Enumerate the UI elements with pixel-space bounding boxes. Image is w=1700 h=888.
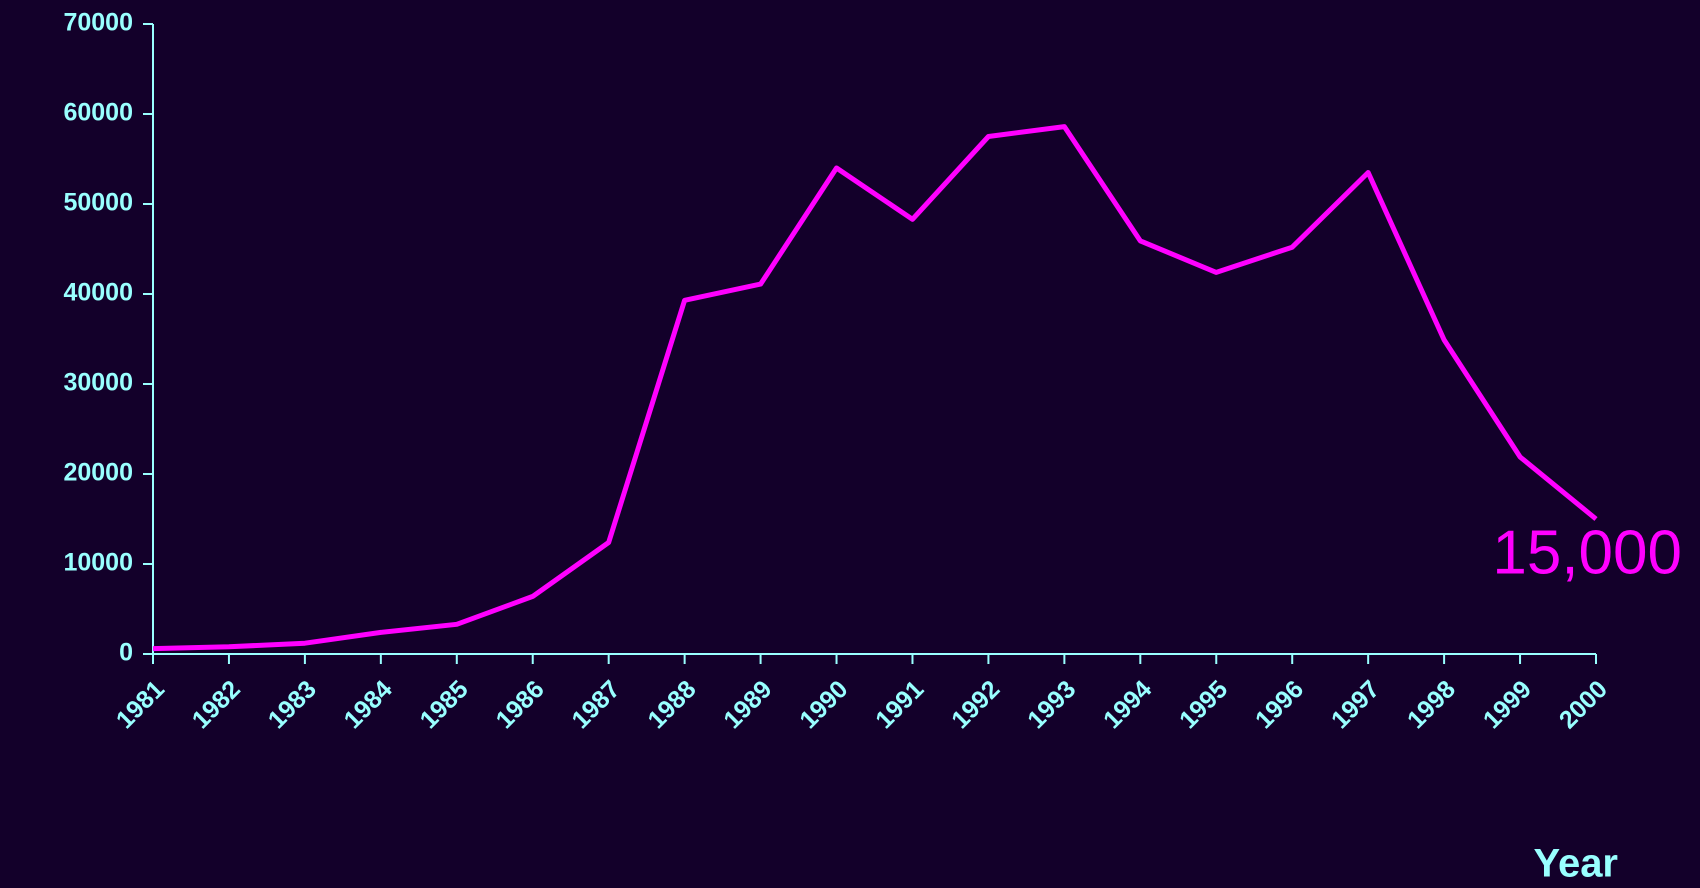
y-tick-label: 40000 [63,279,133,307]
y-tick-label: 30000 [63,369,133,397]
y-tick-label: 60000 [63,99,133,127]
data-line [152,124,1598,652]
y-tick-label: 0 [119,639,133,667]
value-label: 15,000 [1492,518,1682,587]
y-tick-label: 10000 [63,549,133,577]
y-tick-label: 50000 [63,189,133,217]
y-tick-label: 20000 [63,459,133,487]
x-axis-label: Year [1533,842,1618,886]
y-tick-label: 70000 [63,9,133,37]
